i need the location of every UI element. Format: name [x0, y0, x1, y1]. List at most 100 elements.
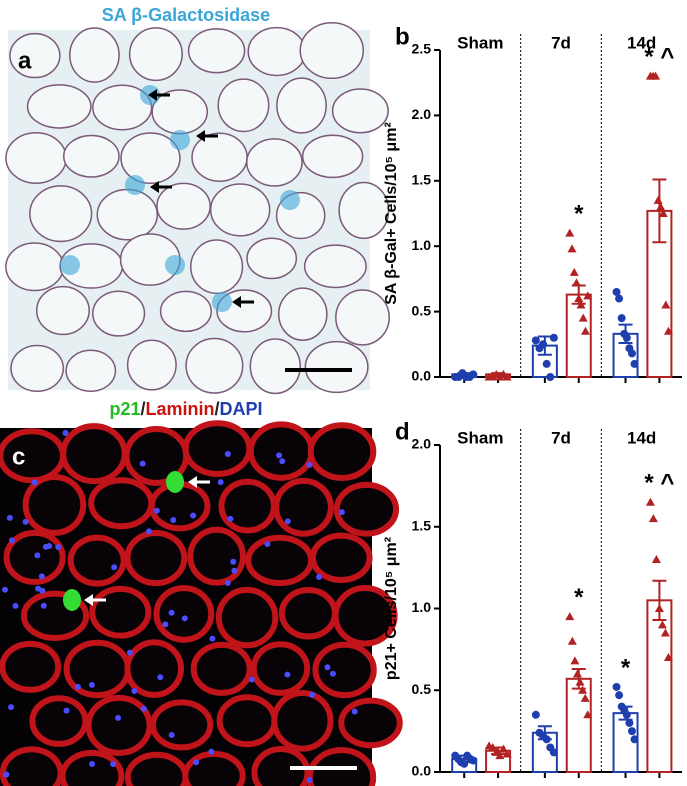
fiber [65, 349, 117, 393]
fiber [218, 478, 277, 534]
nucleus [351, 708, 358, 715]
nucleus [306, 777, 313, 784]
point [469, 756, 478, 765]
nucleus [153, 507, 160, 514]
fiber [88, 477, 155, 530]
nucleus [230, 558, 237, 565]
point [617, 314, 626, 323]
point [565, 612, 575, 621]
arrow-head [148, 89, 157, 101]
fiber [335, 289, 390, 346]
annotation: * [574, 200, 584, 227]
fiber [247, 26, 306, 77]
point [615, 294, 624, 303]
nucleus [12, 602, 19, 609]
fiber [246, 138, 303, 187]
p21-cell [166, 471, 184, 493]
nucleus [181, 615, 188, 622]
y-tick-label: 2.0 [412, 106, 432, 122]
nucleus [306, 461, 313, 468]
nucleus [6, 514, 13, 521]
nucleus [42, 543, 49, 550]
nucleus [279, 458, 286, 465]
nucleus [126, 649, 133, 656]
micrograph-a [5, 21, 390, 395]
nucleus [62, 430, 69, 437]
nucleus [276, 452, 283, 459]
nucleus [35, 585, 42, 592]
y-tick-label: 2.0 [412, 436, 432, 452]
nucleus [74, 683, 81, 690]
fiber [250, 641, 311, 696]
nucleus [38, 573, 45, 580]
fiber [338, 181, 390, 240]
annotation: * [574, 584, 584, 611]
group-label: 7d [551, 428, 571, 447]
fiber [278, 587, 338, 640]
nucleus [110, 761, 117, 768]
nucleus [224, 580, 231, 587]
fiber [67, 534, 127, 587]
title-part: p21 [109, 399, 140, 419]
fiber [303, 244, 367, 289]
fiber [60, 423, 128, 485]
fiber [307, 422, 377, 481]
fiber [124, 751, 189, 786]
fiber [156, 182, 211, 230]
point [651, 554, 661, 563]
nucleus [8, 537, 15, 544]
fiber [0, 746, 64, 786]
y-tick-label: 0.0 [412, 763, 432, 779]
point [630, 359, 639, 368]
point [488, 742, 498, 751]
point [549, 333, 558, 342]
point [571, 278, 581, 287]
nucleus [217, 479, 224, 486]
point [583, 291, 593, 300]
fiber [333, 481, 400, 537]
nucleus [324, 664, 331, 671]
nucleus [89, 761, 96, 768]
nucleus [63, 707, 70, 714]
fiber [246, 237, 298, 280]
fiber [182, 420, 253, 477]
y-tick-label: 1.0 [412, 237, 432, 253]
nucleus [55, 544, 62, 551]
nucleus [248, 676, 255, 683]
point [645, 497, 655, 506]
arrow-head [84, 594, 93, 606]
fiber [128, 27, 183, 82]
nucleus [284, 671, 291, 678]
fiber [304, 340, 369, 394]
nucleus [162, 621, 169, 628]
nucleus [231, 567, 238, 574]
fiber [149, 699, 214, 751]
fiber [59, 749, 125, 786]
y-tick-label: 1.0 [412, 599, 432, 615]
point [648, 514, 658, 523]
nucleus [8, 704, 15, 711]
stain [125, 175, 145, 195]
point [495, 751, 505, 760]
nucleus [40, 602, 47, 609]
fiber [299, 21, 365, 80]
nucleus [309, 691, 316, 698]
point [542, 735, 551, 744]
fiber [3, 529, 66, 585]
fiber [247, 421, 315, 481]
nucleus [2, 586, 9, 593]
point [612, 682, 621, 691]
nucleus [157, 674, 164, 681]
stain [212, 292, 232, 312]
group-label: Sham [457, 428, 503, 447]
point [580, 326, 590, 335]
point [569, 267, 579, 276]
fiber [312, 641, 377, 699]
nucleus [31, 479, 38, 486]
nucleus [3, 771, 10, 778]
fiber [215, 586, 279, 649]
stain [170, 130, 190, 150]
point [549, 748, 558, 757]
fiber [22, 474, 87, 536]
